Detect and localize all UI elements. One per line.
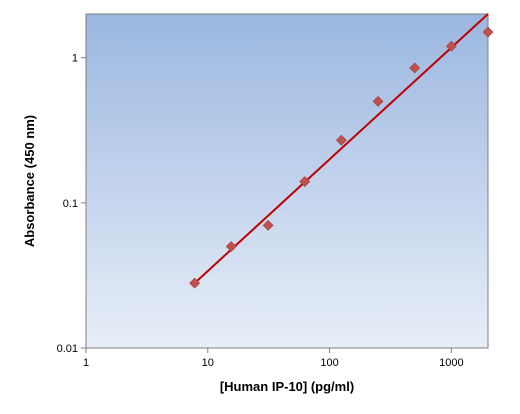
data-point [189,277,201,289]
y-axis-title: Absorbance (450 nm) [22,115,37,247]
data-point [299,176,311,188]
data-point [335,134,347,146]
x-axis-title: [Human IP-10] (pg/ml) [220,379,354,394]
x-tick-label: 1000 [439,357,463,369]
data-point [372,95,384,107]
x-tick-label: 100 [320,357,338,369]
fit-line [193,13,489,284]
y-tick-label: 0.1 [63,198,78,210]
data-point [482,26,494,38]
data-point [445,40,457,52]
fit-line-layer [193,13,489,284]
axis-ticks: 1 10 100 1000 0.01 0.1 1 [57,53,464,369]
y-tick-label: 0.01 [57,343,78,355]
data-points-layer [189,26,494,289]
plot-area [85,13,489,349]
x-tick-label: 1 [83,357,89,369]
data-point [409,62,421,74]
data-point [262,219,274,231]
y-tick-label: 1 [72,53,78,65]
data-point [225,241,237,252]
x-tick-label: 10 [202,357,214,369]
